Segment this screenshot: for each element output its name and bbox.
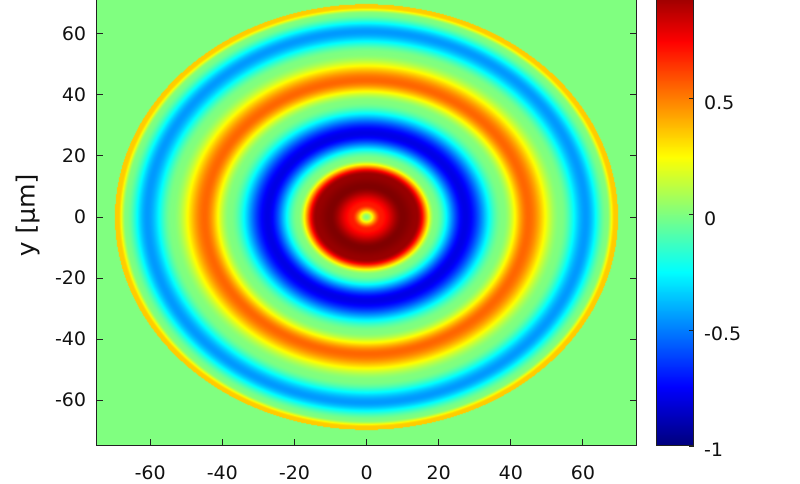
y-tick: [96, 399, 103, 401]
heatmap-image: [97, 0, 636, 445]
y-tick-label: 20: [61, 144, 86, 167]
y-tick-label: 0: [73, 206, 86, 228]
y-tick-label: -40: [54, 328, 86, 351]
colorbar-tick-label: 0: [704, 207, 717, 230]
y-axis-label: y [μm]: [11, 173, 41, 257]
y-tick-right: [630, 94, 637, 96]
colorbar: [656, 0, 694, 446]
y-tick: [96, 155, 103, 157]
y-tick-right: [630, 277, 637, 279]
y-tick-label: -60: [54, 389, 86, 412]
x-tick-label: 20: [426, 462, 451, 484]
y-tick-right: [630, 338, 637, 340]
y-tick-right: [630, 216, 637, 218]
x-tick-label: 0: [360, 462, 373, 484]
x-tick: [510, 439, 512, 446]
x-tick-label: -40: [206, 462, 238, 484]
plot-area: [96, 0, 637, 446]
y-tick: [96, 277, 103, 279]
x-tick: [293, 439, 295, 446]
x-tick: [582, 439, 584, 446]
x-tick-label: 60: [570, 462, 595, 484]
colorbar-gradient: [657, 0, 693, 445]
x-tick: [438, 439, 440, 446]
colorbar-tick: [689, 98, 694, 100]
y-tick-label: -20: [54, 267, 86, 290]
colorbar-tick-label: 0.5: [704, 91, 735, 114]
y-tick-label: 60: [61, 22, 86, 45]
x-tick-label: -60: [134, 462, 166, 484]
x-tick: [366, 439, 367, 446]
y-tick-right: [630, 399, 637, 401]
x-tick: [221, 439, 223, 446]
y-tick: [96, 33, 103, 35]
y-tick-right: [630, 155, 637, 157]
y-tick-right: [630, 33, 637, 35]
x-tick-label: -20: [278, 462, 310, 484]
y-tick: [96, 216, 103, 218]
y-tick-label: 40: [61, 83, 86, 106]
y-tick: [96, 338, 103, 340]
colorbar-tick: [689, 445, 694, 447]
x-tick-label: 40: [498, 462, 523, 484]
y-tick: [96, 94, 103, 96]
x-tick: [149, 439, 151, 446]
colorbar-tick-label: -0.5: [704, 323, 742, 346]
colorbar-tick: [689, 329, 694, 331]
colorbar-tick-label: -1: [704, 439, 723, 461]
colorbar-tick: [689, 214, 694, 215]
